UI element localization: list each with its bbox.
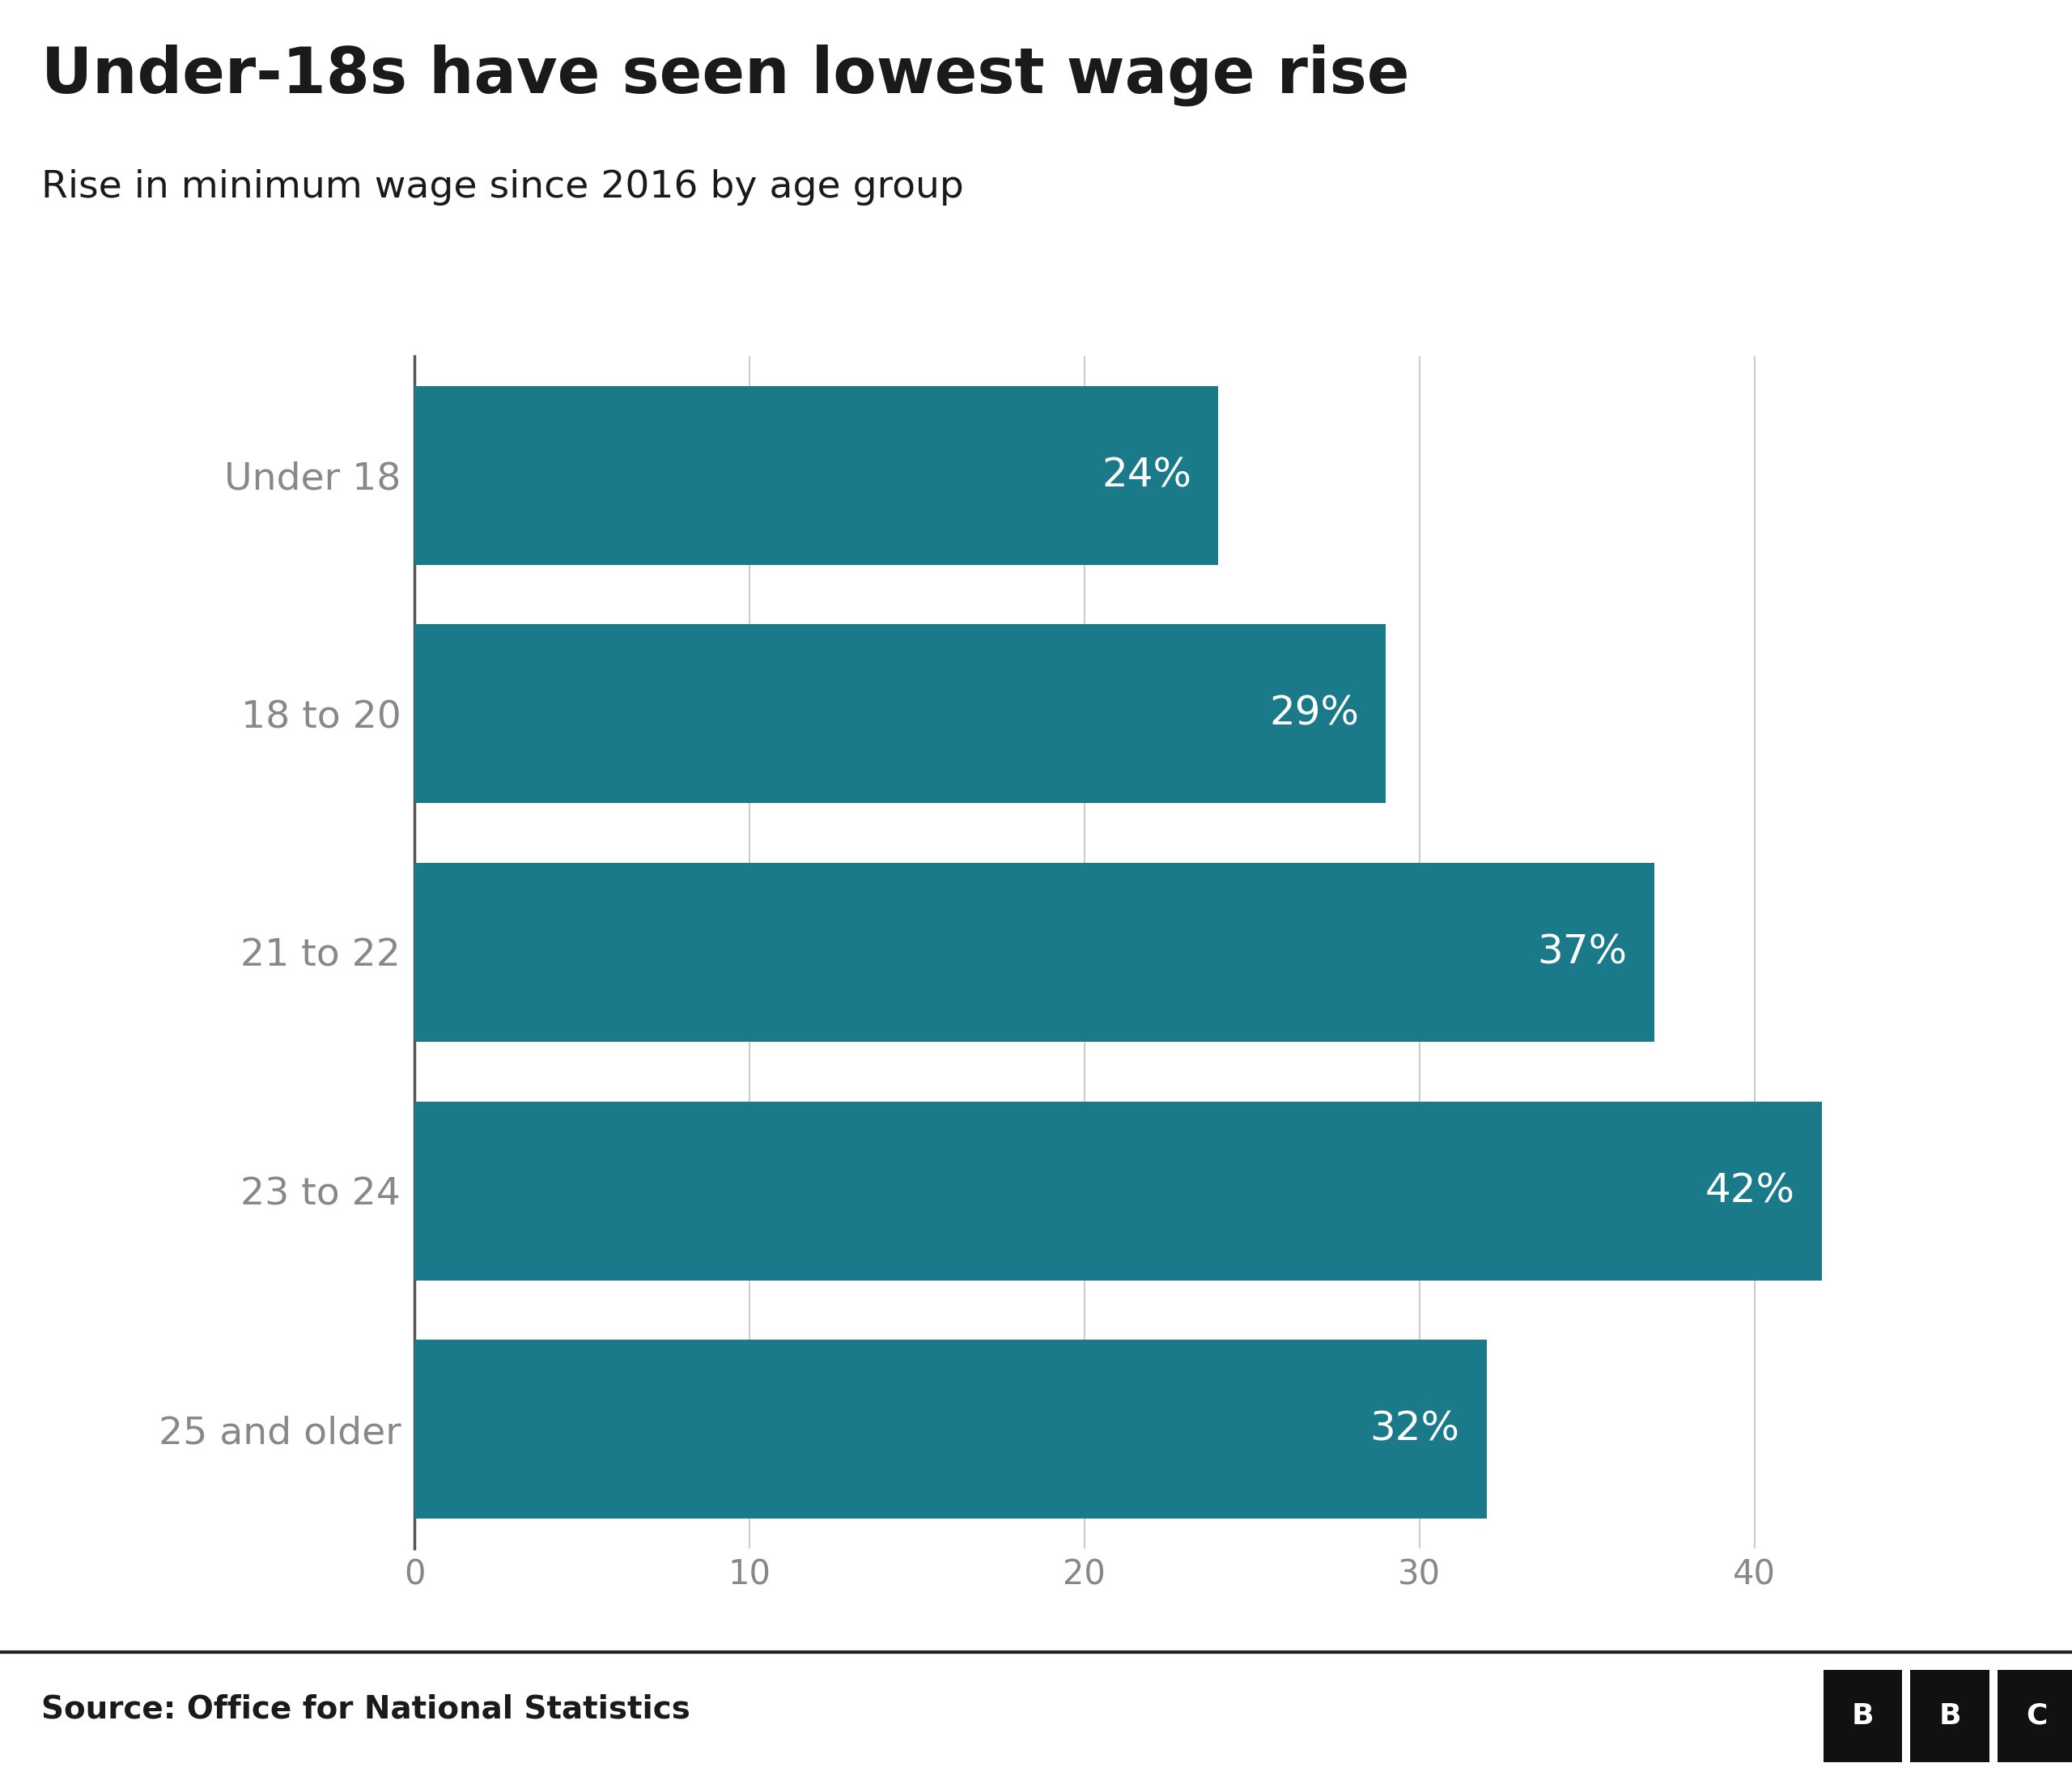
Text: 24%: 24% [1102, 456, 1191, 495]
Bar [414, 1340, 1486, 1518]
Bar [414, 386, 1218, 564]
Text: 37%: 37% [1537, 933, 1627, 972]
Bar [414, 863, 1653, 1041]
Bar [414, 1102, 1821, 1280]
Text: 32%: 32% [1370, 1410, 1461, 1449]
Text: 42%: 42% [1705, 1171, 1794, 1210]
Bar [414, 625, 1386, 803]
Text: 29%: 29% [1270, 694, 1359, 733]
Text: B: B [1852, 1702, 1873, 1730]
Text: Rise in minimum wage since 2016 by age group: Rise in minimum wage since 2016 by age g… [41, 169, 963, 205]
Text: Under-18s have seen lowest wage rise: Under-18s have seen lowest wage rise [41, 44, 1409, 107]
Text: B: B [1939, 1702, 1960, 1730]
Text: Source: Office for National Statistics: Source: Office for National Statistics [41, 1693, 690, 1725]
Text: C: C [2026, 1702, 2047, 1730]
